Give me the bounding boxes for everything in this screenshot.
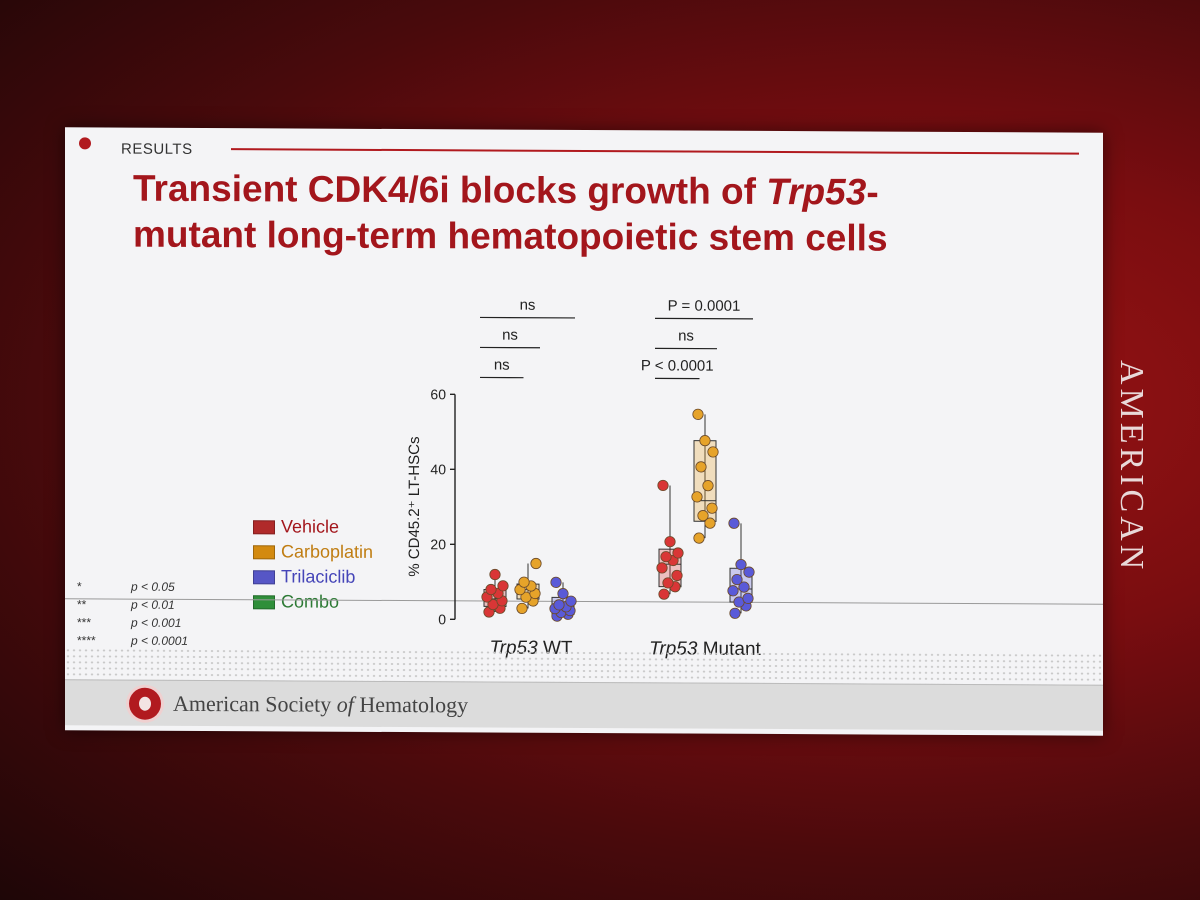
significance-p: p < 0.001 (131, 615, 182, 630)
section-label: RESULTS (121, 140, 193, 158)
data-point (702, 480, 714, 492)
data-point (657, 479, 669, 492)
significance-p: p < 0.0001 (131, 633, 189, 648)
data-point (660, 551, 672, 563)
significance-key: * p < 0.05 ** p < 0.01 *** p < 0.001 ***… (65, 579, 225, 652)
section-rule (231, 148, 1079, 155)
data-point (693, 532, 705, 544)
title-line1-post: - (866, 171, 879, 213)
y-tick-label: 40 (430, 461, 446, 477)
data-point (553, 599, 565, 611)
y-axis-label: % CD45.2⁺ LT-HSCs (406, 436, 423, 576)
data-point (729, 607, 741, 619)
bullet-dot (79, 137, 91, 150)
legend-label: Trilaciclib (281, 566, 356, 587)
data-point (565, 595, 577, 607)
legend-label: Combo (281, 591, 340, 612)
data-point (672, 547, 684, 559)
significance-row: * p < 0.05 (65, 579, 225, 598)
legend-label: Vehicle (281, 516, 340, 537)
data-point (557, 588, 569, 600)
data-point (497, 580, 509, 592)
side-banner-text: AMERICAN (1113, 360, 1150, 574)
significance-label: P < 0.0001 (641, 357, 714, 374)
significance-stars: *** (77, 615, 92, 630)
significance-label: ns (678, 327, 694, 344)
footer-dot-pattern (65, 647, 1103, 685)
data-point (735, 558, 747, 571)
data-point (695, 461, 707, 473)
significance-stars: * (77, 579, 82, 594)
data-point (738, 581, 750, 593)
legend-item-vehicle: Vehicle (253, 514, 373, 540)
data-point (691, 491, 703, 503)
data-point (662, 577, 674, 589)
data-point (707, 446, 719, 458)
significance-label: ns (494, 357, 510, 374)
data-point (706, 502, 718, 514)
presentation-slide: RESULTS Transient CDK4/6i blocks growth … (65, 127, 1103, 736)
legend-label: Carboplatin (281, 541, 374, 562)
data-point (697, 510, 709, 522)
significance-label: P = 0.0001 (668, 297, 741, 314)
legend-item-trilaciclib: Trilaciclib (253, 564, 373, 590)
title-line2: mutant long-term hematopoietic stem cell… (133, 213, 888, 259)
data-point (530, 557, 542, 570)
data-point (692, 408, 704, 420)
data-point (671, 569, 683, 582)
significance-stars: ** (77, 597, 87, 612)
data-point (728, 517, 740, 529)
significance-bracket (655, 317, 753, 320)
significance-p: p < 0.05 (131, 579, 175, 594)
legend-swatch (253, 569, 275, 584)
ash-logo (129, 687, 161, 720)
title-gene: Trp53 (766, 170, 867, 213)
data-point (743, 566, 755, 578)
y-tick-label: 0 (438, 611, 446, 627)
footer-bar: American Society of Hematology (65, 679, 1103, 731)
data-point (485, 583, 497, 596)
data-point (664, 536, 676, 548)
significance-label: ns (502, 327, 518, 344)
data-point (727, 585, 739, 597)
data-point (731, 573, 743, 586)
legend-swatch (253, 594, 275, 609)
data-point (489, 568, 501, 581)
data-point (518, 576, 530, 588)
data-point (658, 588, 670, 600)
footer-organization: American Society of Hematology (173, 690, 469, 718)
data-point (704, 517, 716, 529)
legend-item-carboplatin: Carboplatin (253, 539, 373, 565)
data-point (516, 602, 528, 615)
significance-row: *** p < 0.001 (65, 615, 225, 634)
y-tick-label: 60 (430, 386, 446, 402)
legend-item-combo: Combo (253, 589, 373, 615)
data-point (742, 592, 754, 604)
slide-title: Transient CDK4/6i blocks growth of Trp53… (133, 166, 1083, 263)
significance-label: ns (520, 297, 536, 314)
legend-swatch (253, 519, 275, 534)
significance-row: ** p < 0.01 (65, 597, 225, 616)
data-point (699, 435, 711, 447)
data-point (656, 562, 668, 574)
y-tick-label: 20 (430, 536, 446, 552)
legend-swatch (253, 544, 275, 559)
data-point (550, 576, 562, 588)
significance-stars: **** (77, 633, 96, 648)
title-line1-pre: Transient CDK4/6i blocks growth of (133, 167, 767, 212)
